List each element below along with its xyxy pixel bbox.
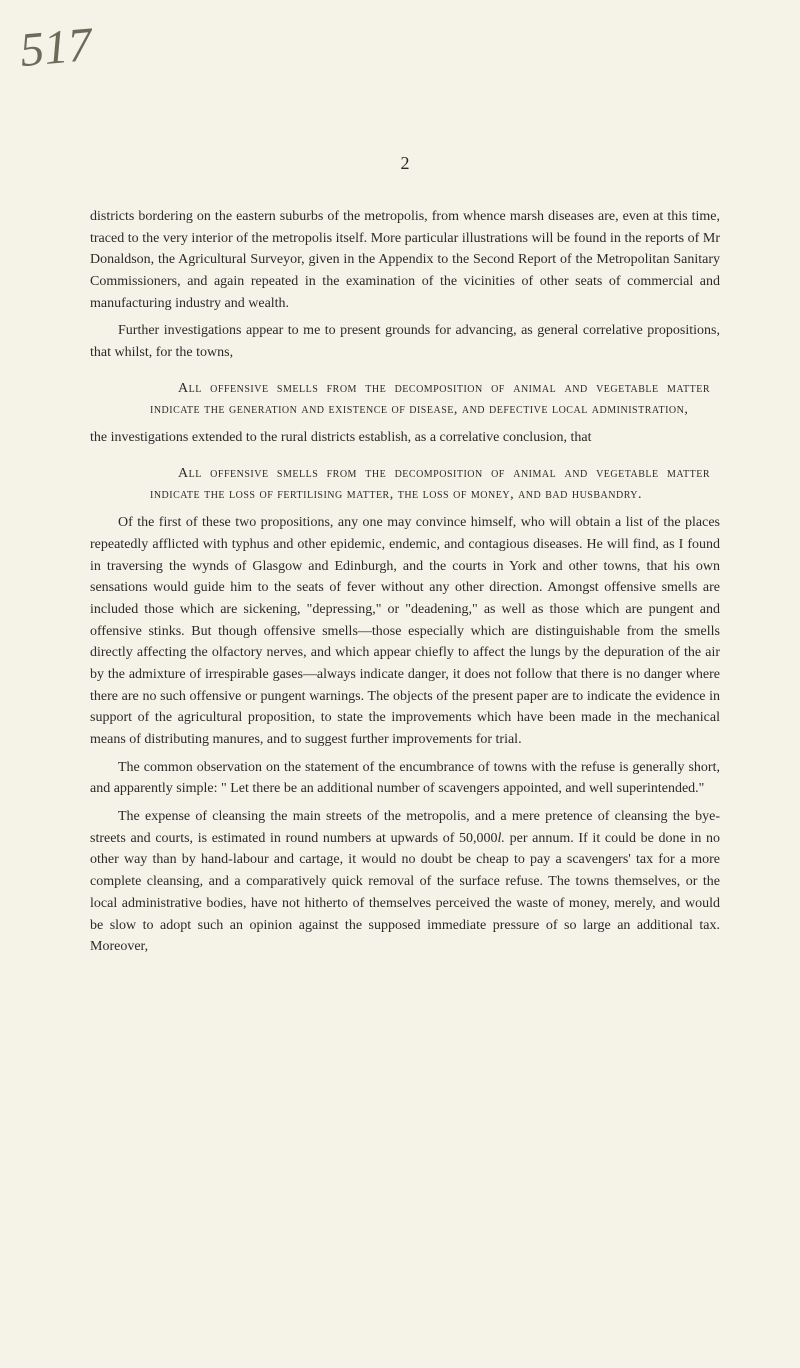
paragraph-6: The expense of cleansing the main street…	[90, 806, 720, 958]
smallcaps-block-2: All offensive smells from the decomposit…	[150, 463, 710, 506]
paragraph-1: districts bordering on the eastern subur…	[90, 206, 720, 314]
paragraph-3: the investigations extended to the rural…	[90, 427, 720, 449]
paragraph-6-italic: l.	[498, 831, 505, 846]
page-number: 2	[90, 150, 720, 178]
paragraph-6-part2: per annum. If it could be done in no oth…	[90, 831, 720, 954]
paragraph-2: Further investigations appear to me to p…	[90, 320, 720, 363]
paragraph-4: Of the first of these two propositions, …	[90, 512, 720, 751]
handwritten-annotation: 517	[18, 17, 95, 78]
page-content: 2 districts bordering on the eastern sub…	[0, 0, 800, 1004]
paragraph-5: The common observation on the statement …	[90, 757, 720, 800]
smallcaps-block-1: All offensive smells from the decomposit…	[150, 378, 710, 421]
